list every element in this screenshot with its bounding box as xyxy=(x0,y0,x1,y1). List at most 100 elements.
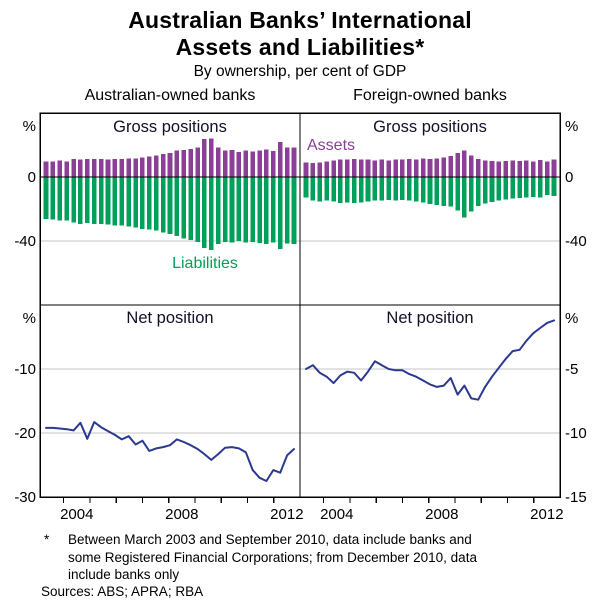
bar-liabilities xyxy=(126,177,131,227)
panel-title-net-right: Net position xyxy=(386,309,474,327)
bar-assets xyxy=(537,160,543,177)
bar-assets xyxy=(167,153,173,177)
bar-assets xyxy=(338,159,343,177)
y-axis-tick-label: -10 xyxy=(565,425,587,442)
x-axis-year-label: 2012 xyxy=(530,506,563,523)
panel-title-net-left: Net position xyxy=(126,309,214,327)
bar-liabilities xyxy=(455,177,460,211)
bar-liabilities xyxy=(215,177,221,245)
x-axis-year-label: 2008 xyxy=(165,506,198,523)
bar-assets xyxy=(503,161,509,177)
bar-assets xyxy=(434,158,440,177)
bar-assets xyxy=(448,156,453,177)
bar-assets xyxy=(153,155,159,177)
x-axis-year-label: 2008 xyxy=(425,506,458,523)
bar-assets xyxy=(250,151,255,177)
footnote-marker: * xyxy=(44,532,50,547)
y-axis-tick-label: -40 xyxy=(14,233,36,250)
bar-assets xyxy=(64,161,69,177)
bar-assets xyxy=(427,159,433,177)
bar-liabilities xyxy=(91,177,97,225)
bar-liabilities xyxy=(85,177,90,224)
y-axis-unit-label: % xyxy=(23,310,36,327)
bar-liabilities xyxy=(503,177,509,200)
bar-assets xyxy=(413,159,419,177)
bar-assets xyxy=(303,162,309,177)
y-axis-unit-label: % xyxy=(23,118,36,135)
bar-liabilities xyxy=(386,177,391,201)
net-position-line xyxy=(305,319,555,401)
chart-title-line2: Assets and Liabilities* xyxy=(175,34,425,60)
y-axis-tick-label: -20 xyxy=(14,425,36,442)
bar-liabilities xyxy=(271,177,276,243)
bar-assets xyxy=(496,161,502,177)
bar-assets xyxy=(284,147,290,177)
bar-assets xyxy=(455,153,460,177)
liabilities-series-label: Liabilities xyxy=(172,255,238,272)
bar-liabilities xyxy=(358,177,364,203)
bar-liabilities xyxy=(188,177,193,241)
bar-assets xyxy=(229,149,235,177)
bar-assets xyxy=(202,138,207,177)
bar-assets xyxy=(174,150,180,177)
bar-assets xyxy=(160,153,166,177)
column-header-foreign-owned: Foreign-owned banks xyxy=(353,87,507,104)
bar-liabilities xyxy=(112,177,118,226)
bar-assets xyxy=(215,147,221,177)
bar-liabilities xyxy=(462,177,467,218)
bar-liabilities xyxy=(427,177,433,205)
bar-assets xyxy=(209,138,214,177)
bar-liabilities xyxy=(57,177,63,221)
footnote-text: Between March 2003 and September 2010, d… xyxy=(68,532,477,582)
bar-liabilities xyxy=(489,177,495,202)
assets-series-label: Assets xyxy=(307,137,356,154)
bar-liabilities xyxy=(147,177,152,230)
bar-assets xyxy=(517,161,522,177)
bar-assets xyxy=(489,161,495,177)
y-axis-unit-label: % xyxy=(565,310,578,327)
y-axis-tick-label: -5 xyxy=(565,361,578,378)
bar-assets xyxy=(71,159,76,177)
y-axis-tick-label: -15 xyxy=(565,489,587,506)
bar-liabilities xyxy=(167,177,173,234)
bar-liabilities xyxy=(264,177,269,245)
bar-liabilities xyxy=(105,177,111,225)
bar-liabilities xyxy=(379,177,385,201)
bar-liabilities xyxy=(78,177,83,225)
bar-liabilities xyxy=(98,177,104,225)
bar-liabilities xyxy=(257,177,262,244)
bar-liabilities xyxy=(229,177,235,243)
bar-assets xyxy=(181,149,187,177)
bar-assets xyxy=(222,150,228,177)
bar-liabilities xyxy=(469,177,474,212)
bar-liabilities xyxy=(407,177,412,201)
bar-assets xyxy=(420,158,426,177)
y-axis-tick-label: -10 xyxy=(14,361,36,378)
bar-liabilities xyxy=(303,177,309,198)
bar-assets xyxy=(112,159,118,177)
bar-liabilities xyxy=(551,177,557,196)
bar-assets xyxy=(140,157,145,177)
bar-assets xyxy=(126,158,131,177)
bar-liabilities xyxy=(413,177,419,202)
bar-liabilities xyxy=(50,177,56,220)
panel-title-gross-right: Gross positions xyxy=(373,118,487,136)
bar-liabilities xyxy=(250,177,255,242)
bar-liabilities xyxy=(434,177,440,205)
chart-subtitle: By ownership, per cent of GDP xyxy=(193,63,407,80)
y-axis-tick-label: -30 xyxy=(14,489,36,506)
bar-liabilities xyxy=(324,177,329,201)
bar-assets xyxy=(469,155,474,177)
bar-assets xyxy=(331,160,336,177)
x-axis-year-label: 2012 xyxy=(270,506,303,523)
bar-liabilities xyxy=(310,177,316,201)
bar-liabilities xyxy=(510,177,515,199)
bar-assets xyxy=(236,152,242,177)
net-position-line xyxy=(45,421,295,482)
bar-assets xyxy=(358,159,364,177)
bar-assets xyxy=(351,159,357,177)
bar-assets xyxy=(264,149,269,177)
bar-liabilities xyxy=(475,177,481,206)
bar-assets xyxy=(291,147,297,177)
